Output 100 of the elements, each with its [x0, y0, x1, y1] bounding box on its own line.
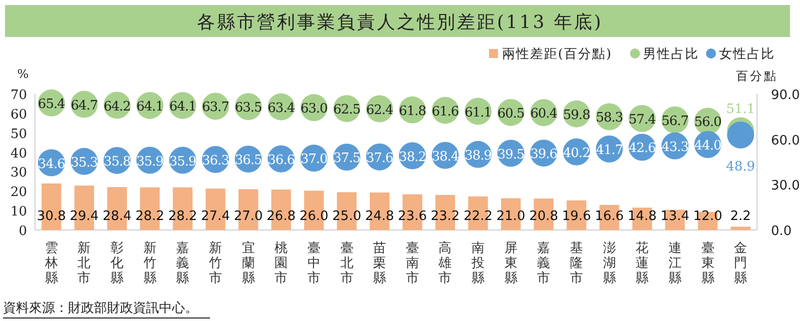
x-tick-label: 雲林縣 — [44, 241, 58, 286]
y-tick-label: 50 — [10, 126, 27, 142]
x-tick-label: 屏東縣 — [504, 241, 518, 286]
y-tick-label: 0 — [18, 224, 27, 239]
data-label: 59.8 — [563, 108, 590, 123]
legend-label: 女性占比 — [719, 47, 775, 62]
data-label: 25.0 — [332, 209, 362, 224]
chart-title: 各縣市營利事業負責人之性別差距(113 年底) — [196, 12, 604, 33]
x-tick-label: 臺南市 — [406, 241, 419, 286]
data-label: 27.4 — [201, 209, 230, 224]
data-label: 30.8 — [36, 209, 66, 224]
x-tick-label: 基隆市 — [570, 241, 583, 286]
y2-tick-label: 30.0 — [771, 178, 800, 194]
data-label: 29.4 — [70, 209, 99, 224]
data-label: 44.0 — [694, 138, 722, 154]
data-label: 26.0 — [299, 209, 328, 224]
x-tick-label: 澎湖縣 — [602, 241, 616, 286]
x-tick-label: 高雄市 — [438, 240, 452, 286]
x-tick-label: 臺東縣 — [701, 241, 714, 286]
x-tick-label: 苗栗縣 — [373, 241, 386, 286]
data-label: 35.3 — [70, 155, 98, 170]
x-tick-label: 新北市 — [78, 241, 91, 286]
y-tick-label: 60 — [10, 107, 27, 122]
data-label: 19.6 — [562, 209, 591, 224]
y2-tick-label: 0.0 — [771, 224, 792, 239]
x-tick-label: 新竹縣 — [143, 241, 156, 286]
data-label: 64.2 — [104, 99, 131, 114]
point — [727, 121, 754, 148]
data-label: 2.2 — [730, 209, 751, 224]
bar — [730, 226, 750, 230]
data-label: 40.2 — [563, 146, 590, 161]
y2-tick-label: 60.0 — [771, 133, 800, 148]
legend-label: 男性占比 — [643, 47, 699, 62]
data-label: 23.2 — [430, 209, 460, 224]
data-label: 41.7 — [596, 142, 624, 158]
data-label: 36.6 — [268, 152, 295, 168]
data-label: 62.5 — [333, 102, 360, 118]
data-label: 60.4 — [530, 106, 558, 122]
data-label: 12.0 — [693, 209, 722, 224]
data-label: 61.1 — [464, 105, 492, 120]
data-label: 37.6 — [366, 150, 394, 166]
data-label: 36.5 — [234, 153, 262, 168]
data-label: 51.1 — [726, 102, 756, 118]
x-tick-label: 嘉義市 — [537, 241, 550, 286]
data-label: 36.3 — [202, 153, 230, 168]
data-label: 35.8 — [104, 154, 131, 170]
data-label: 48.9 — [726, 159, 756, 174]
source-note: 資料來源：財政部財政資訊中心。 — [3, 300, 198, 316]
data-label: 61.8 — [398, 104, 426, 119]
x-tick-label: 新竹市 — [209, 241, 222, 286]
y-tick-label: 30 — [10, 166, 27, 181]
data-label: 28.4 — [102, 209, 132, 224]
data-label: 38.2 — [398, 150, 426, 165]
data-label: 61.6 — [432, 104, 459, 120]
data-label: 28.2 — [168, 209, 198, 224]
y-tick-label: 70 — [10, 88, 27, 103]
data-label: 57.4 — [628, 112, 656, 128]
data-label: 28.2 — [135, 209, 164, 224]
data-label: 63.5 — [234, 100, 262, 116]
data-label: 42.6 — [628, 141, 656, 156]
x-tick-label: 金門縣 — [734, 241, 748, 286]
data-label: 65.4 — [38, 96, 66, 112]
data-label: 56.7 — [661, 114, 689, 129]
data-label: 34.6 — [38, 156, 66, 172]
data-label: 20.8 — [529, 209, 558, 224]
data-label: 24.8 — [365, 209, 394, 224]
x-tick-label: 花蓮縣 — [636, 241, 649, 286]
data-label: 39.5 — [497, 147, 525, 162]
data-label: 26.8 — [266, 209, 296, 224]
legend-label: 兩性差距(百分點) — [502, 47, 612, 62]
data-label: 35.9 — [136, 154, 164, 170]
data-label: 22.2 — [464, 209, 493, 224]
x-tick-label: 臺中市 — [307, 241, 320, 286]
data-label: 39.6 — [530, 147, 558, 162]
x-tick-label: 桃園市 — [274, 241, 288, 286]
data-label: 58.3 — [596, 110, 624, 126]
data-label: 38.9 — [464, 148, 492, 164]
data-label: 27.0 — [234, 209, 263, 224]
data-label: 60.5 — [497, 106, 525, 122]
data-label: 35.9 — [169, 154, 196, 170]
x-tick-label: 嘉義縣 — [176, 241, 190, 286]
data-label: 23.6 — [398, 209, 427, 224]
x-tick-label: 臺北市 — [340, 241, 354, 286]
y-axis-title: % — [17, 67, 29, 81]
data-label: 64.1 — [136, 99, 164, 114]
y-tick-label: 20 — [10, 185, 27, 200]
data-label: 13.4 — [660, 209, 690, 224]
x-tick-label: 南投縣 — [470, 241, 485, 286]
y2-axis-title: 百分點 — [736, 69, 778, 83]
data-label: 63.0 — [300, 102, 328, 117]
x-tick-label: 連江縣 — [668, 241, 682, 286]
data-label: 16.6 — [594, 209, 624, 224]
y2-tick-label: 90.0 — [771, 88, 800, 103]
data-label: 64.7 — [70, 98, 98, 114]
data-label: 37.0 — [300, 152, 328, 168]
y-tick-label: 40 — [10, 146, 27, 162]
data-label: 43.3 — [661, 140, 689, 155]
data-label: 38.4 — [432, 149, 459, 164]
data-label: 37.5 — [333, 151, 360, 166]
data-label: 63.7 — [202, 100, 230, 116]
